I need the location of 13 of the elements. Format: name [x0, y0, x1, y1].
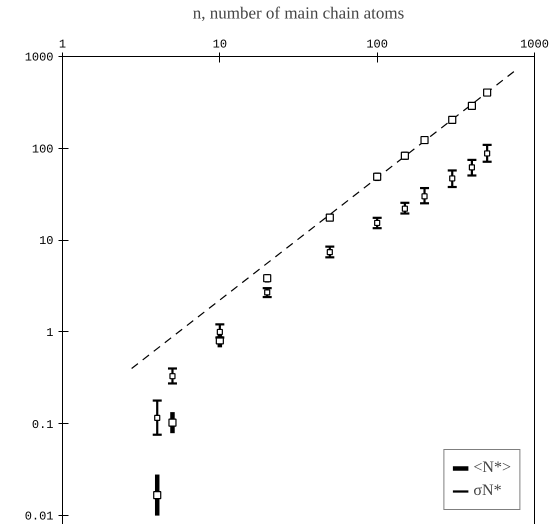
y-tick-label: 0.01	[24, 510, 54, 524]
y-tick-label: 1	[46, 326, 54, 340]
legend-label: σN*	[473, 482, 502, 500]
x-axis-title: n, number of main chain atoms	[192, 4, 404, 22]
x-tick-label: 1000	[520, 38, 549, 52]
x-tick-label: 1	[58, 38, 66, 52]
x-tick-label: 10	[212, 38, 228, 52]
x-tick-label: 100	[366, 38, 388, 52]
y-tick-label: 10	[39, 234, 54, 248]
y-tick-label: 0.1	[32, 418, 54, 432]
legend-label: <N*>	[473, 459, 511, 477]
y-tick-label: 1000	[24, 50, 54, 64]
y-tick-label: 100	[32, 142, 54, 156]
